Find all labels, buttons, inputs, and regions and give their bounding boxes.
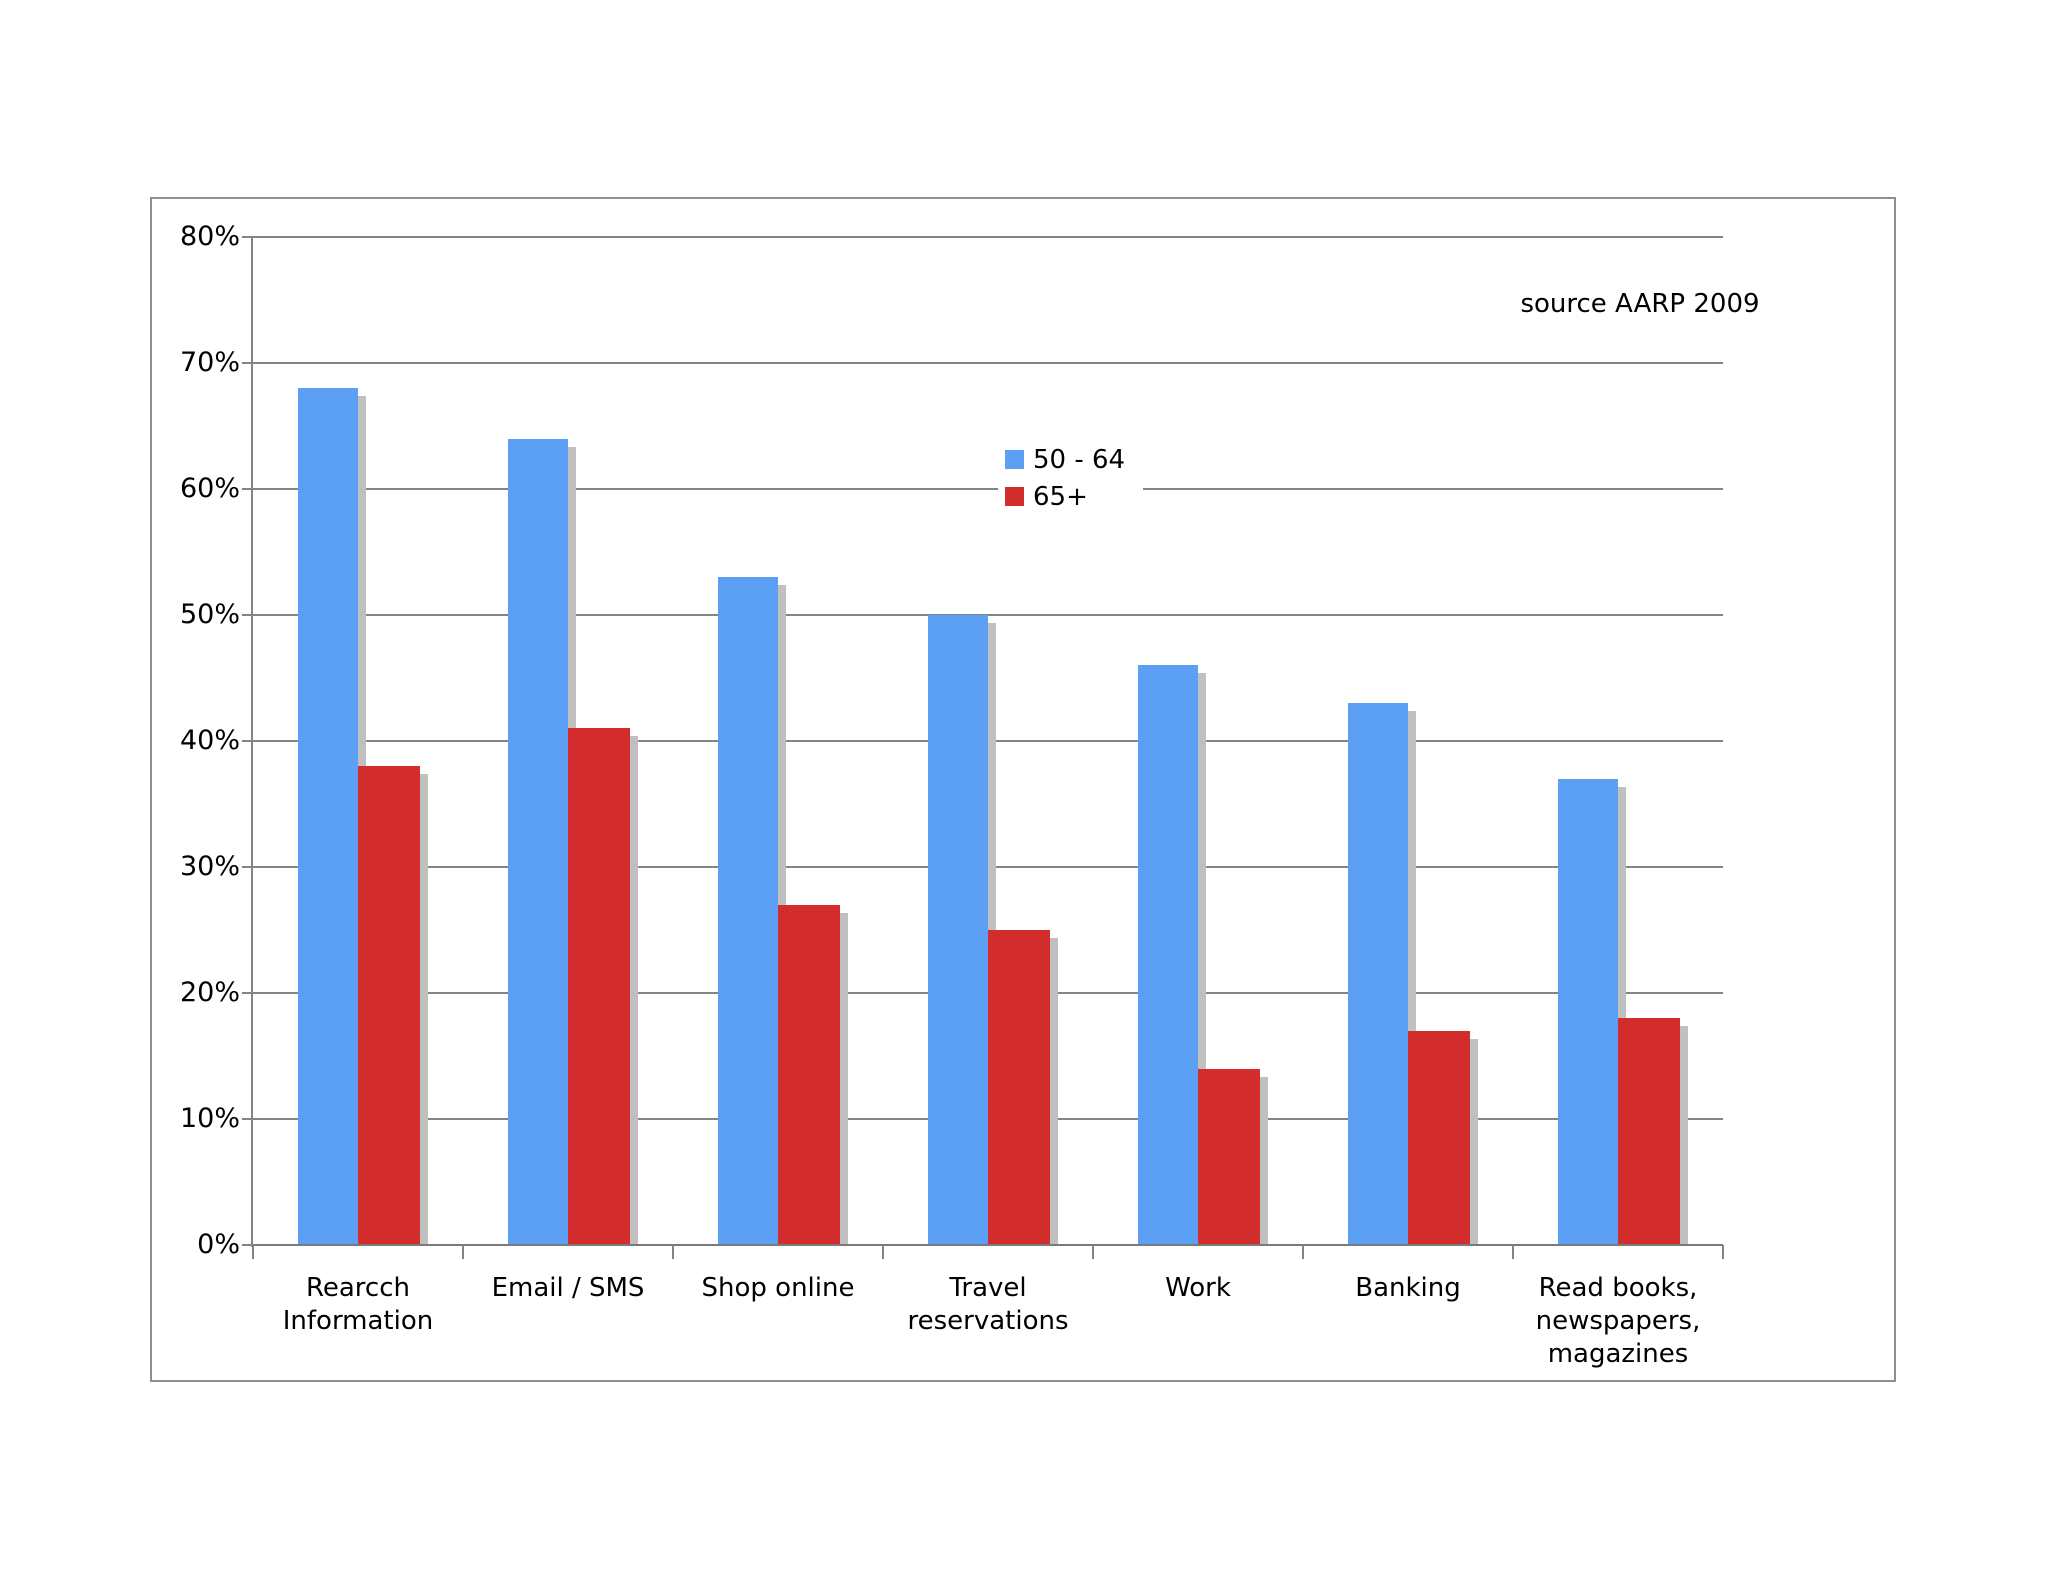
y-axis-tick [242, 362, 253, 364]
x-category-label: Travel reservations [907, 1273, 1069, 1336]
source-note: source AARP 2009 [1520, 289, 1760, 319]
legend-label: 65+ [1033, 481, 1088, 512]
x-category-label: Email / SMS [491, 1273, 645, 1303]
bar-50-64 [718, 577, 778, 1245]
x-axis-tick [462, 1245, 464, 1259]
plot-area: Rearcch Information Email / SMS Shop onlin… [242, 236, 1724, 1369]
bar-50-64 [928, 615, 988, 1245]
bar-65 [1408, 1030, 1470, 1245]
bar-50-64 [1558, 778, 1618, 1245]
bar-50-64 [1348, 703, 1408, 1245]
x-category-label: Work [1165, 1273, 1231, 1303]
legend-swatch [1005, 487, 1024, 506]
y-axis-tick [242, 488, 253, 490]
y-axis-tick [242, 614, 253, 616]
x-category-label: Shop online [701, 1273, 855, 1303]
x-axis-tick [672, 1245, 674, 1259]
y-axis-tick [242, 992, 253, 994]
gridline [253, 488, 1723, 490]
x-category-label: Rearcch Information [282, 1273, 434, 1336]
y-tick-label: 30% [179, 851, 240, 882]
y-axis-tick [242, 866, 253, 868]
bar-65 [778, 904, 840, 1245]
y-axis-tick [242, 1118, 253, 1120]
legend-item: 65+ [1005, 478, 1125, 515]
bar-50-64 [508, 438, 568, 1245]
y-tick-label: 80% [179, 221, 240, 252]
x-category-label: Banking [1355, 1273, 1461, 1303]
gridline [253, 614, 1723, 616]
bar-50-64 [1138, 665, 1198, 1245]
x-category-label: Read books, newspapers, magazines [1535, 1273, 1701, 1369]
x-axis-tick [1302, 1245, 1304, 1259]
legend-item: 50 - 64 [1005, 441, 1125, 478]
x-axis-tick [882, 1245, 884, 1259]
y-tick-label: 50% [179, 599, 240, 630]
legend-label: 50 - 64 [1033, 444, 1126, 475]
gridline [253, 362, 1723, 364]
bar-65 [358, 766, 420, 1245]
chart-frame: Rearcch Information Email / SMS Shop onlin… [150, 197, 1896, 1382]
y-tick-label: 40% [179, 725, 240, 756]
y-axis-tick [242, 740, 253, 742]
y-tick-label: 60% [179, 473, 240, 504]
legend-swatch [1005, 450, 1024, 469]
legend: 50 - 64 65+ [998, 437, 1144, 519]
x-axis-tick [1512, 1245, 1514, 1259]
gridline [253, 236, 1723, 238]
x-axis-tick [252, 1245, 254, 1259]
bar-65 [568, 728, 630, 1245]
bar-65 [1618, 1018, 1680, 1245]
x-axis-line [253, 1244, 1723, 1246]
bar-65 [1198, 1068, 1260, 1245]
y-tick-label: 0% [197, 1229, 240, 1260]
y-tick-label: 20% [179, 977, 240, 1008]
x-axis-tick [1722, 1245, 1724, 1259]
y-tick-label: 70% [179, 347, 240, 378]
x-axis-tick [1092, 1245, 1094, 1259]
y-axis-line [251, 237, 253, 1247]
y-axis-tick [242, 236, 253, 238]
bar-50-64 [298, 388, 358, 1245]
bar-65 [988, 930, 1050, 1245]
y-tick-label: 10% [179, 1103, 240, 1134]
y-axis-tick [242, 1244, 253, 1246]
